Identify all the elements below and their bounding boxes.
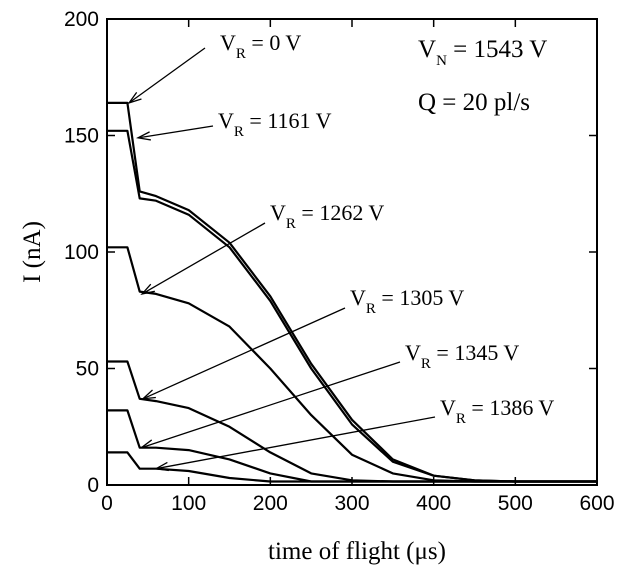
series-line-2 bbox=[107, 129, 597, 483]
series-line-6 bbox=[107, 451, 597, 483]
series-arrow-5 bbox=[141, 361, 401, 449]
series-label-3: VR = 1262 V bbox=[270, 200, 384, 232]
series-label-1: VR = 0 V bbox=[220, 30, 301, 62]
series-arrow-3 bbox=[141, 222, 266, 295]
series-arrowhead-1 bbox=[127, 91, 142, 105]
y-tick-label: 0 bbox=[87, 474, 99, 497]
y-tick-label: 150 bbox=[64, 125, 99, 148]
annotations: VN = 1543 V Q = 20 pl/s bbox=[418, 36, 547, 116]
series-arrowhead-2 bbox=[135, 131, 151, 141]
y-tick-label: 100 bbox=[64, 241, 99, 264]
series-arrowhead-3 bbox=[140, 283, 155, 295]
x-tick-label: 500 bbox=[498, 492, 533, 515]
series-arrow-1 bbox=[128, 47, 206, 104]
y-tick-label: 200 bbox=[64, 8, 99, 31]
series-arrow-2 bbox=[137, 125, 214, 139]
series-label-6: VR = 1386 V bbox=[440, 395, 554, 427]
series-line-5 bbox=[107, 409, 597, 483]
series-arrowhead-6 bbox=[153, 461, 169, 472]
x-tick-label: 200 bbox=[253, 492, 288, 515]
series-labels: VR = 0 V VR = 1161 V VR = 1262 V VR = 1305 … bbox=[127, 30, 554, 472]
x-tick-label: 400 bbox=[416, 492, 451, 515]
x-axis-title: time of flight (μs) bbox=[268, 538, 446, 565]
series-label-4: VR = 1305 V bbox=[350, 285, 464, 317]
x-tick-label: 600 bbox=[579, 492, 614, 515]
series-label-5: VR = 1345 V bbox=[405, 340, 519, 372]
series-line-3 bbox=[107, 246, 597, 483]
annotation-2: Q = 20 pl/s bbox=[418, 89, 530, 116]
series-arrow-6 bbox=[155, 416, 436, 470]
series-arrow-4 bbox=[142, 307, 346, 400]
series-arrowhead-5 bbox=[139, 439, 155, 449]
axes: 0 100 200 300 400 500 600 0 50 100 150 200 time of f… bbox=[19, 8, 615, 565]
x-tick-label: 100 bbox=[171, 492, 206, 515]
y-tick-label: 50 bbox=[76, 358, 99, 381]
x-tick-label: 0 bbox=[101, 492, 113, 515]
x-tick-label: 300 bbox=[334, 492, 369, 515]
series-group bbox=[107, 101, 597, 483]
series-arrowhead-4 bbox=[141, 389, 156, 400]
annotation-1: VN = 1543 V bbox=[418, 36, 547, 69]
y-axis-title: I (nA) bbox=[19, 221, 46, 283]
series-label-2: VR = 1161 V bbox=[218, 108, 332, 140]
